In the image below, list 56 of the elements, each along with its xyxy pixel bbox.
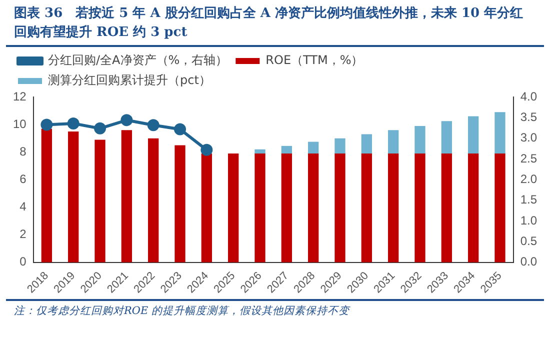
y2-tick-label: 3.0 [520, 130, 538, 145]
legend-label: ROE（TTM，%） [266, 53, 364, 68]
bar [281, 154, 292, 262]
bar [201, 154, 212, 262]
y2-tick-label: 2.0 [520, 172, 538, 186]
bar [121, 130, 132, 262]
y-tick-label: 4 [20, 200, 27, 214]
y2-tick-label: 1.0 [520, 213, 538, 228]
y-tick-label: 2 [20, 227, 27, 242]
point [174, 123, 186, 136]
bar [41, 128, 52, 262]
bar [94, 140, 106, 262]
y2-tick-label: 2.5 [520, 151, 538, 166]
bar [388, 130, 399, 154]
bar [414, 126, 426, 154]
y2-tick-label: 3.5 [520, 110, 538, 124]
bar [254, 154, 266, 262]
bar [361, 154, 372, 262]
legend-label: 分红回购/全A净资产（%，右轴） [48, 53, 228, 68]
y-tick-label: 12 [12, 89, 27, 104]
bar [334, 138, 346, 154]
bar [334, 154, 346, 262]
bar [254, 149, 266, 154]
bar [494, 112, 506, 154]
bar [441, 121, 452, 154]
bar [494, 154, 506, 262]
y2-tick-label: 0.5 [520, 234, 538, 248]
bar [228, 154, 239, 262]
bar [308, 154, 319, 262]
y2-tick-label: 4.0 [520, 89, 538, 104]
bar [468, 154, 479, 262]
chart-title: 图表 36 若按近 5 年 A 股分红回购占全 A 净资产比例均值线性外推，未来 10 年分红回购有望提升 ROE 约 3 pct [6, 0, 544, 47]
bar [308, 142, 319, 154]
bar [388, 154, 399, 262]
point [120, 114, 133, 126]
bar [441, 154, 452, 262]
point [67, 117, 80, 130]
y-tick-label: 10 [12, 116, 27, 131]
bar [361, 134, 372, 154]
point [200, 144, 213, 156]
y-tick-label: 0 [20, 254, 27, 269]
bar [68, 131, 79, 262]
bar [468, 116, 479, 154]
point [147, 119, 160, 132]
bar [174, 145, 186, 262]
y2-tick-label: 1.5 [520, 192, 538, 207]
bar [414, 154, 426, 262]
bar [148, 138, 159, 262]
legend-label: 测算分红回购累计提升（pct） [48, 73, 211, 88]
y-tick-label: 6 [20, 172, 27, 186]
y2-tick-label: 0.0 [520, 254, 538, 269]
point [94, 122, 106, 134]
bar [281, 146, 292, 154]
point [40, 118, 53, 131]
y-tick-label: 8 [20, 144, 27, 158]
text: 注：仅考虑分红回购对ROE 的提升幅度测算，假设其他因素保持不变 [6, 299, 544, 321]
